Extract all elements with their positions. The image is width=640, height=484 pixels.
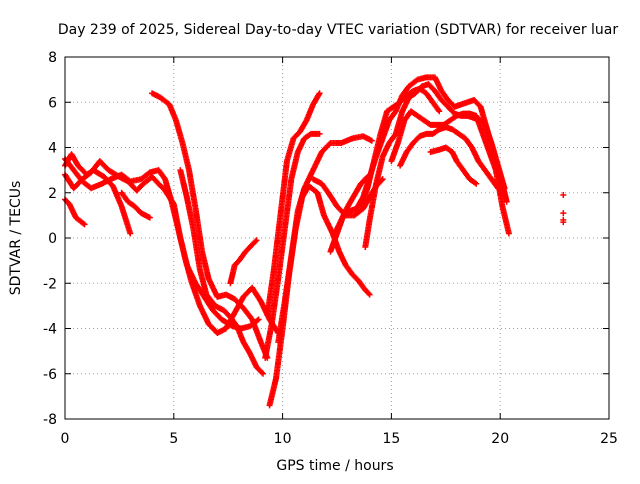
series-arc-18 <box>388 108 512 237</box>
plus-marker <box>81 221 88 228</box>
series-arc-3 <box>62 196 88 228</box>
plus-marker <box>560 210 567 217</box>
plus-marker <box>495 185 502 192</box>
plus-marker <box>366 291 373 298</box>
y-tick-label: 2 <box>48 186 57 202</box>
y-tick-label: 0 <box>48 231 57 247</box>
plus-marker <box>260 370 267 377</box>
y-axis-label: SDTVAR / TECUs <box>8 181 24 296</box>
series-arc-19 <box>397 124 502 192</box>
y-tick-label: 4 <box>48 141 57 157</box>
y-tick-label: -4 <box>43 322 57 338</box>
x-tick-label: 15 <box>382 431 400 447</box>
plus-marker <box>368 137 375 144</box>
x-axis-label: GPS time / hours <box>276 458 393 474</box>
x-tick-label: 5 <box>169 431 178 447</box>
y-tick-label: 8 <box>48 50 57 66</box>
plus-marker <box>146 214 153 221</box>
data-marks <box>62 74 567 409</box>
x-tick-label: 20 <box>491 431 509 447</box>
plus-marker <box>258 369 265 376</box>
plus-marker <box>560 192 567 199</box>
x-tick-label: 10 <box>274 431 292 447</box>
plus-marker <box>501 185 508 192</box>
series-arc-12 <box>275 133 375 346</box>
plus-marker <box>252 238 259 245</box>
plus-marker <box>503 198 510 205</box>
x-tick-label: 0 <box>61 431 70 447</box>
y-tick-label: -6 <box>43 367 57 383</box>
series-arc-21 <box>560 192 567 226</box>
y-tick-label: 6 <box>48 95 57 111</box>
y-tick-label: -2 <box>43 276 57 292</box>
series-arc-20 <box>427 144 480 187</box>
series-arc-8 <box>177 167 267 377</box>
plus-marker <box>436 108 443 115</box>
series-arc-7 <box>227 237 260 287</box>
series-arc-2 <box>62 158 262 332</box>
series-arc-16 <box>362 81 508 251</box>
chart-title: Day 239 of 2025, Sidereal Day-to-day VTE… <box>58 22 619 38</box>
series-arc-17 <box>357 85 443 210</box>
plus-marker <box>365 290 372 297</box>
plus-marker <box>505 230 512 237</box>
plus-marker <box>473 180 480 187</box>
series-arc-11 <box>262 130 323 361</box>
series-arc-10 <box>264 90 323 318</box>
axis-ticks: 0 5 10 15 20 25 -8 -6 -4 -2 0 2 4 6 8 <box>43 50 618 447</box>
plus-marker <box>253 237 260 244</box>
plus-marker <box>316 90 323 97</box>
plus-marker <box>316 130 323 137</box>
plus-marker <box>127 230 134 237</box>
plus-marker <box>560 219 567 226</box>
series-arc-5 <box>118 189 153 221</box>
y-tick-label: -8 <box>43 412 57 428</box>
plus-marker <box>379 176 386 183</box>
series-arc-6 <box>149 90 271 361</box>
x-tick-label: 25 <box>600 431 618 447</box>
plus-marker <box>255 316 262 323</box>
plus-marker <box>80 220 87 227</box>
